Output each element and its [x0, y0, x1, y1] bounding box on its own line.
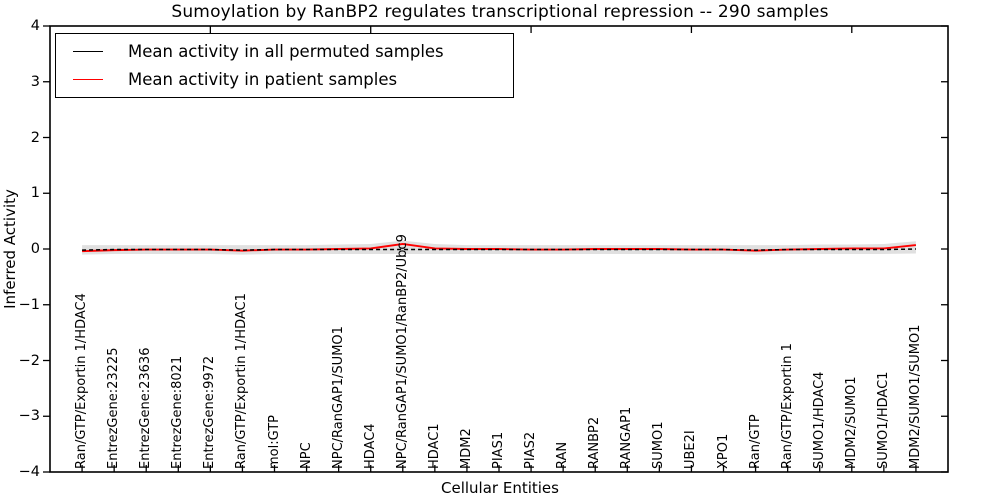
y-tick-label: 1 [30, 185, 40, 202]
y-tick-label: 0 [30, 241, 40, 257]
x-tick-label: NPC [298, 442, 314, 469]
x-tick-label: mol:GTP [266, 415, 282, 469]
x-axis-label: Cellular Entities [441, 479, 559, 497]
x-tick-label: RANGAP1 [619, 406, 635, 469]
y-tick-label: 4 [30, 18, 40, 34]
y-tick-label: −4 [18, 464, 40, 480]
x-tick-label: NPC/RanGAP1/SUMO1/RanBP2/Ubc9 [394, 234, 410, 469]
x-tick-label: SUMO1 [651, 421, 667, 470]
x-tick-label: XPO1 [715, 433, 731, 469]
y-tick-label: −3 [18, 408, 40, 425]
x-tick-label: EntrezGene:9972 [202, 355, 218, 469]
x-tick-label: SUMO1/HDAC4 [811, 371, 827, 469]
x-tick-label: NPC/RanGAP1/SUMO1 [330, 326, 346, 469]
black-line-sample-icon [73, 51, 103, 52]
legend-item-permuted: Mean activity in all permuted samples [56, 41, 513, 63]
x-tick-label: PIAS1 [491, 431, 506, 469]
legend-label-patient: Mean activity in patient samples [128, 70, 398, 89]
red-line-sample-icon [73, 79, 103, 80]
x-tick-label: EntrezGene:23636 [138, 347, 154, 469]
x-tick-label: HDAC1 [426, 423, 442, 469]
x-tick-label: MDM2/SUMO1/SUMO1 [907, 324, 923, 469]
y-tick-label: 3 [30, 73, 40, 90]
permuted-spread-band [82, 240, 916, 255]
x-tick-label: MDM2 [458, 428, 474, 469]
y-tick-label: −2 [18, 352, 40, 369]
legend-item-patient: Mean activity in patient samples [56, 69, 513, 91]
legend-label-permuted: Mean activity in all permuted samples [128, 42, 444, 61]
x-tick-label: MDM2/SUMO1 [843, 376, 859, 469]
x-tick-label: UBE2I [683, 430, 699, 469]
x-tick-label: RANBP2 [587, 416, 603, 469]
x-tick-label: PIAS2 [523, 431, 539, 469]
x-tick-label: EntrezGene:8021 [170, 355, 186, 469]
y-tick-label: 2 [30, 129, 40, 146]
x-tick-label: Ran/GTP/Exportin 1/HDAC4 [74, 293, 90, 469]
x-tick-label: SUMO1/HDAC1 [875, 371, 891, 469]
x-tick-label: Ran/GTP/Exportin 1 [779, 343, 795, 469]
chart-title: Sumoylation by RanBP2 regulates transcri… [171, 2, 829, 22]
x-tick-label: HDAC4 [362, 423, 378, 469]
x-tick-label: RAN [555, 441, 571, 469]
x-tick-label: EntrezGene:23225 [106, 347, 122, 469]
x-tick-label: Ran/GTP [747, 414, 763, 469]
series-line-0 [82, 248, 916, 251]
y-axis-label: Inferred Activity [1, 189, 19, 309]
x-tick-label: Ran/GTP/Exportin 1/HDAC1 [234, 293, 250, 469]
y-tick-label: −1 [18, 296, 40, 313]
legend: Mean activity in all permuted samples Me… [55, 33, 514, 98]
